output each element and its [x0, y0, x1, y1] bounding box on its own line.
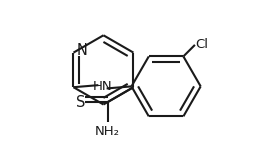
Text: Cl: Cl [196, 38, 209, 51]
Text: HN: HN [93, 80, 112, 93]
Text: N: N [76, 43, 87, 58]
Text: NH₂: NH₂ [95, 125, 120, 138]
Text: S: S [76, 95, 85, 110]
